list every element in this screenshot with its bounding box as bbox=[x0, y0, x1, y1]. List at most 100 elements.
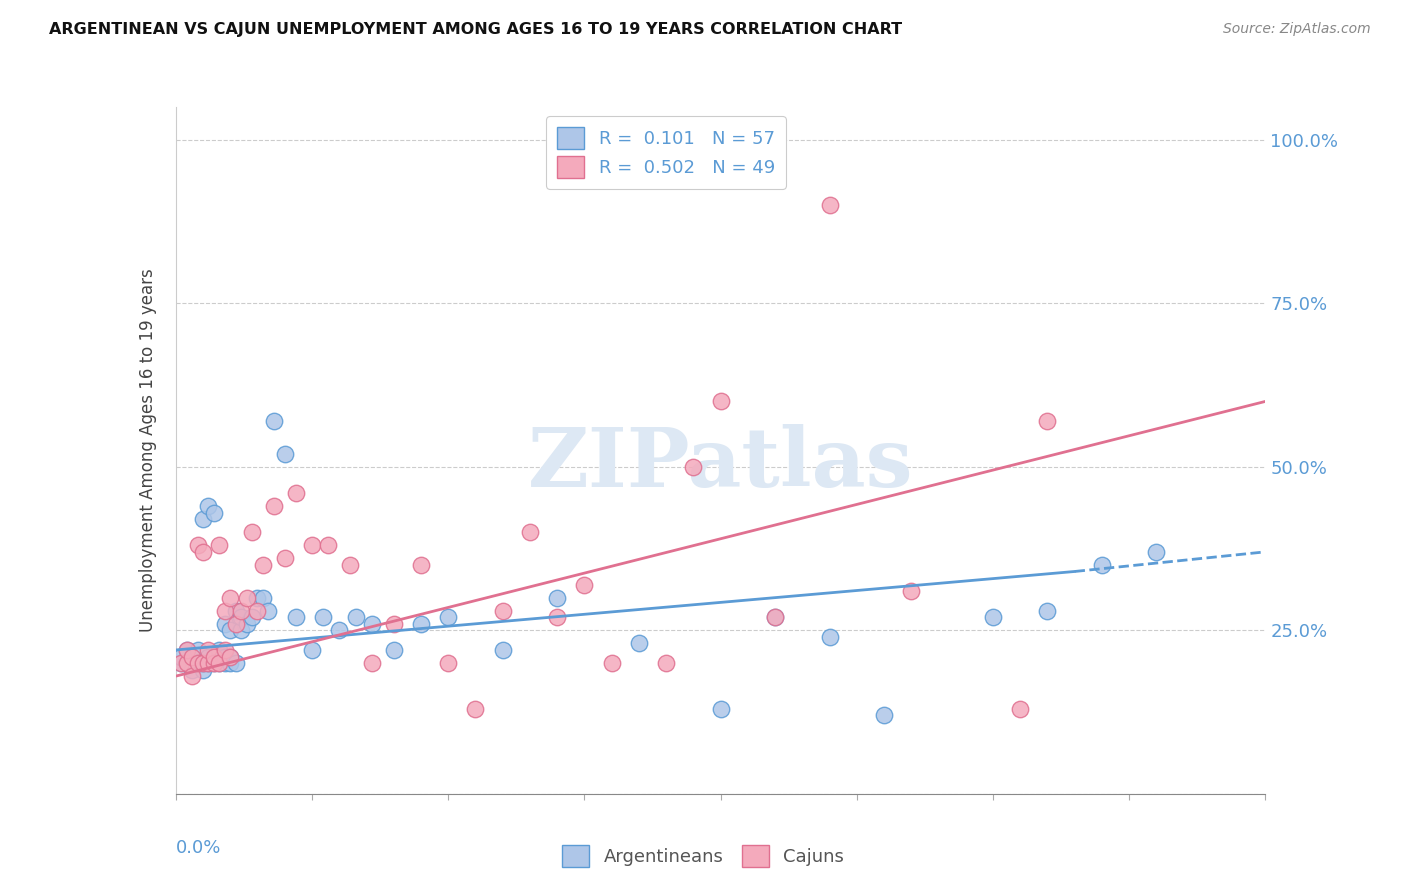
Text: ARGENTINEAN VS CAJUN UNEMPLOYMENT AMONG AGES 16 TO 19 YEARS CORRELATION CHART: ARGENTINEAN VS CAJUN UNEMPLOYMENT AMONG … bbox=[49, 22, 903, 37]
Point bbox=[202, 656, 225, 670]
Point bbox=[1010, 702, 1032, 716]
Point bbox=[186, 656, 209, 670]
Point bbox=[382, 643, 405, 657]
Point bbox=[382, 616, 405, 631]
Point bbox=[655, 656, 678, 670]
Point bbox=[197, 499, 219, 513]
Point bbox=[900, 584, 922, 599]
Point bbox=[409, 616, 432, 631]
Point bbox=[181, 649, 204, 664]
Point bbox=[627, 636, 650, 650]
Point bbox=[409, 558, 432, 572]
Point bbox=[202, 649, 225, 664]
Point bbox=[191, 656, 214, 670]
Point bbox=[437, 610, 460, 624]
Point bbox=[492, 604, 515, 618]
Point bbox=[231, 610, 253, 624]
Point bbox=[181, 663, 204, 677]
Point bbox=[231, 604, 253, 618]
Point bbox=[186, 656, 209, 670]
Point bbox=[186, 643, 209, 657]
Point bbox=[214, 656, 236, 670]
Point bbox=[600, 656, 623, 670]
Point bbox=[186, 538, 209, 552]
Point bbox=[202, 649, 225, 664]
Point bbox=[181, 649, 204, 664]
Point bbox=[818, 198, 841, 212]
Point bbox=[710, 394, 733, 409]
Text: 0.0%: 0.0% bbox=[176, 838, 221, 856]
Point bbox=[240, 610, 263, 624]
Point bbox=[1144, 545, 1167, 559]
Point bbox=[339, 558, 361, 572]
Point bbox=[170, 649, 193, 664]
Point bbox=[191, 663, 214, 677]
Point bbox=[170, 656, 193, 670]
Point bbox=[981, 610, 1004, 624]
Text: ZIPatlas: ZIPatlas bbox=[527, 425, 914, 504]
Point bbox=[263, 414, 285, 428]
Point bbox=[301, 538, 323, 552]
Point bbox=[219, 591, 242, 605]
Point bbox=[208, 649, 231, 664]
Point bbox=[818, 630, 841, 644]
Point bbox=[202, 656, 225, 670]
Point bbox=[219, 649, 242, 664]
Point bbox=[197, 656, 219, 670]
Point bbox=[202, 506, 225, 520]
Point bbox=[682, 459, 704, 474]
Point bbox=[257, 604, 280, 618]
Point bbox=[208, 538, 231, 552]
Point bbox=[181, 669, 204, 683]
Point bbox=[208, 643, 231, 657]
Point bbox=[318, 538, 340, 552]
Point bbox=[197, 649, 219, 664]
Text: Source: ZipAtlas.com: Source: ZipAtlas.com bbox=[1223, 22, 1371, 37]
Point bbox=[284, 610, 307, 624]
Point bbox=[219, 656, 242, 670]
Point bbox=[176, 643, 198, 657]
Point bbox=[274, 447, 297, 461]
Point bbox=[344, 610, 367, 624]
Point bbox=[240, 525, 263, 540]
Legend: R =  0.101   N = 57, R =  0.502   N = 49: R = 0.101 N = 57, R = 0.502 N = 49 bbox=[547, 116, 786, 189]
Legend: Argentineans, Cajuns: Argentineans, Cajuns bbox=[555, 838, 851, 874]
Point bbox=[219, 624, 242, 638]
Point bbox=[546, 591, 568, 605]
Point bbox=[191, 545, 214, 559]
Point bbox=[246, 604, 269, 618]
Point bbox=[208, 656, 231, 670]
Point bbox=[191, 656, 214, 670]
Point bbox=[360, 616, 382, 631]
Point bbox=[252, 591, 274, 605]
Point bbox=[225, 604, 247, 618]
Point bbox=[231, 624, 253, 638]
Point bbox=[312, 610, 335, 624]
Point bbox=[763, 610, 786, 624]
Point bbox=[301, 643, 323, 657]
Point bbox=[197, 643, 219, 657]
Point bbox=[191, 512, 214, 526]
Point bbox=[546, 610, 568, 624]
Point bbox=[197, 656, 219, 670]
Point bbox=[284, 486, 307, 500]
Point bbox=[225, 656, 247, 670]
Point bbox=[214, 616, 236, 631]
Point bbox=[208, 656, 231, 670]
Point bbox=[170, 656, 193, 670]
Point bbox=[235, 591, 257, 605]
Point bbox=[1036, 604, 1059, 618]
Point bbox=[219, 649, 242, 664]
Point bbox=[328, 624, 350, 638]
Point bbox=[1091, 558, 1114, 572]
Point bbox=[214, 604, 236, 618]
Point bbox=[252, 558, 274, 572]
Point bbox=[176, 656, 198, 670]
Point bbox=[574, 577, 596, 591]
Point bbox=[464, 702, 486, 716]
Point bbox=[519, 525, 541, 540]
Point bbox=[360, 656, 382, 670]
Point bbox=[710, 702, 733, 716]
Point bbox=[214, 643, 236, 657]
Point bbox=[873, 708, 896, 723]
